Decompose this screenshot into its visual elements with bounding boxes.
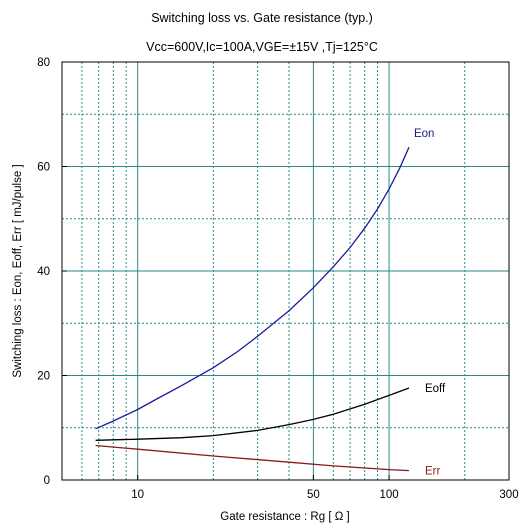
series-label-eon: Eon xyxy=(414,128,434,140)
grid xyxy=(62,62,509,480)
series-label-err: Err xyxy=(425,466,441,478)
x-tick-label: 100 xyxy=(379,489,398,501)
tick-labels: 10 50 100 300 0 20 40 60 80 xyxy=(37,57,518,501)
series-layer xyxy=(95,146,410,472)
series-label-eoff: Eoff xyxy=(425,383,446,395)
x-tick-label: 300 xyxy=(499,489,518,501)
chart-title: Switching loss vs. Gate resistance (typ.… xyxy=(151,11,373,25)
y-tick-label: 60 xyxy=(37,162,50,174)
y-tick-label: 40 xyxy=(37,266,50,278)
series-line-eoff xyxy=(95,387,410,441)
y-tick-label: 0 xyxy=(44,475,50,487)
chart-subtitle: Vcc=600V,Ic=100A,VGE=±15V ,Tj=125°C xyxy=(146,40,378,54)
y-axis-label: Switching loss : Eon, Eoff, Err [ mJ/pul… xyxy=(12,164,24,377)
y-tick-label: 20 xyxy=(37,371,50,383)
x-tick-label: 50 xyxy=(307,489,320,501)
series-labels: Eon Eoff Err xyxy=(414,128,446,477)
series-line-err xyxy=(95,444,410,472)
x-tick-label: 10 xyxy=(131,489,144,501)
y-tick-label: 80 xyxy=(37,57,50,69)
x-axis-label: Gate resistance : Rg [ Ω ] xyxy=(220,511,349,523)
series-line-eon xyxy=(95,146,410,430)
